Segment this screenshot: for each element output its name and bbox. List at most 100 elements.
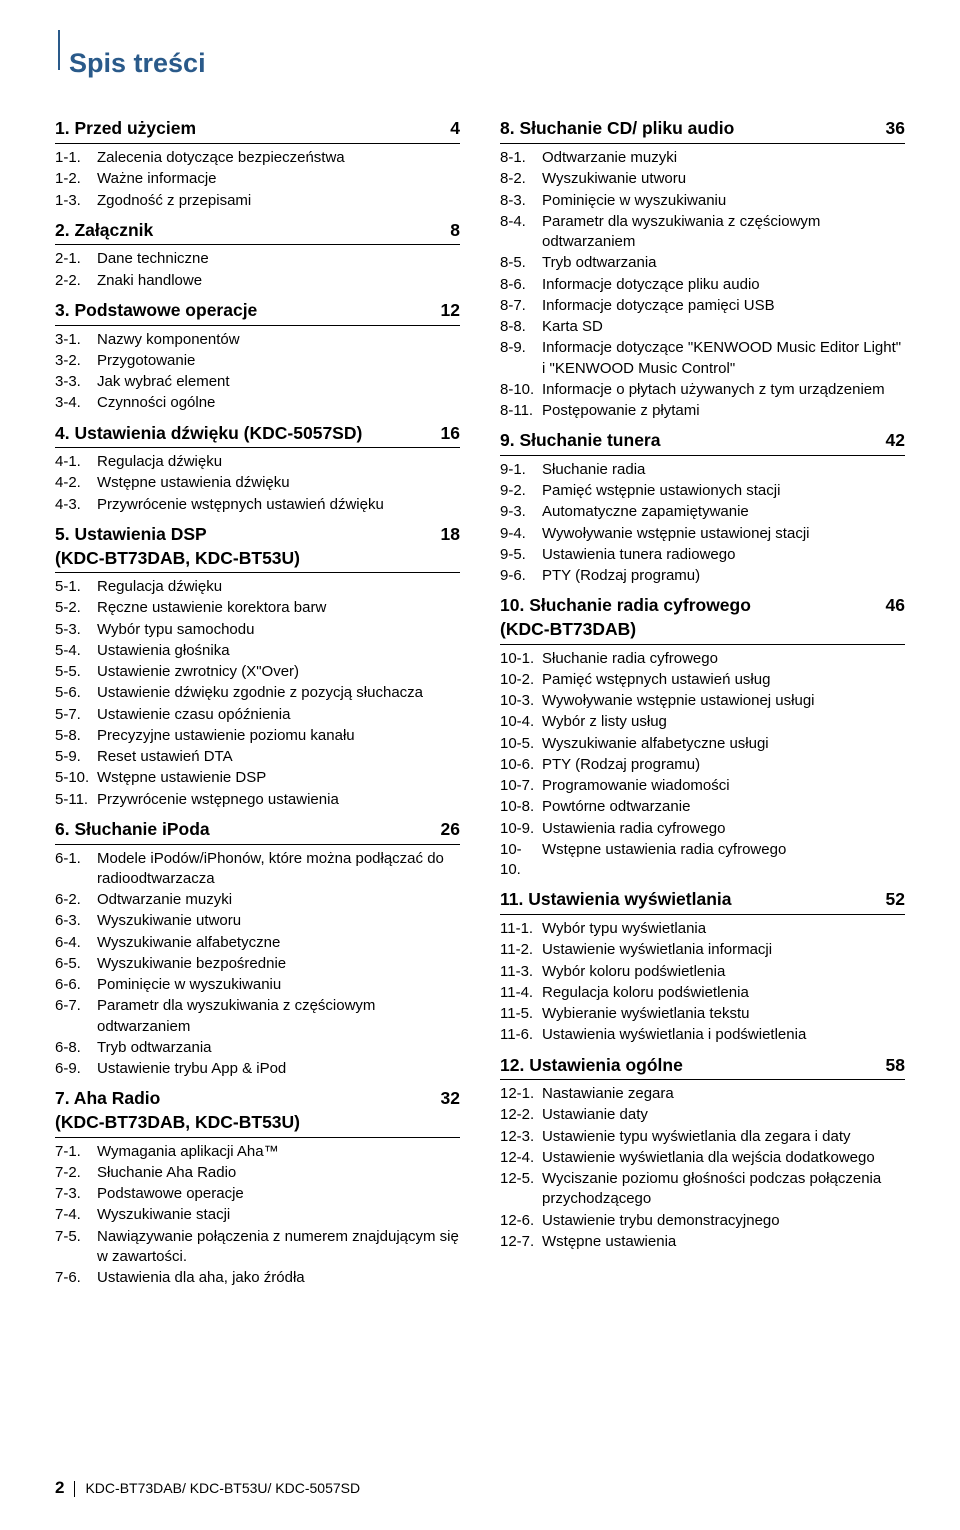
toc-item[interactable]: 8-10.Informacje o płytach używanych z ty… bbox=[500, 380, 905, 400]
toc-item[interactable]: 5-5.Ustawienie zwrotnicy (X"Over) bbox=[55, 662, 460, 682]
toc-item[interactable]: 2-1.Dane techniczne bbox=[55, 249, 460, 269]
toc-item[interactable]: 5-11.Przywrócenie wstępnego ustawienia bbox=[55, 790, 460, 810]
item-number: 6-6. bbox=[55, 975, 97, 995]
toc-item[interactable]: 11-5.Wybieranie wyświetlania tekstu bbox=[500, 1004, 905, 1024]
toc-item[interactable]: 8-11.Postępowanie z płytami bbox=[500, 401, 905, 421]
toc-item[interactable]: 10-2.Pamięć wstępnych ustawień usług bbox=[500, 670, 905, 690]
toc-item[interactable]: 5-10.Wstępne ustawienie DSP bbox=[55, 768, 460, 788]
toc-item[interactable]: 11-1.Wybór typu wyświetlania bbox=[500, 919, 905, 939]
toc-item[interactable]: 3-2.Przygotowanie bbox=[55, 351, 460, 371]
section-heading[interactable]: 12. Ustawienia ogólne58 bbox=[500, 1054, 905, 1081]
section-heading[interactable]: 9. Słuchanie tunera42 bbox=[500, 429, 905, 456]
toc-item[interactable]: 7-2.Słuchanie Aha Radio bbox=[55, 1163, 460, 1183]
toc-item[interactable]: 4-3.Przywrócenie wstępnych ustawień dźwi… bbox=[55, 495, 460, 515]
toc-item[interactable]: 6-8.Tryb odtwarzania bbox=[55, 1038, 460, 1058]
toc-item[interactable]: 1-1.Zalecenia dotyczące bezpieczeństwa bbox=[55, 148, 460, 168]
toc-section: 7. Aha Radio(KDC-BT73DAB, KDC-BT53U)32 7-… bbox=[55, 1087, 460, 1288]
toc-item[interactable]: 8-6.Informacje dotyczące pliku audio bbox=[500, 275, 905, 295]
toc-item[interactable]: 1-2.Ważne informacje bbox=[55, 169, 460, 189]
toc-item[interactable]: 6-6.Pominięcie w wyszukiwaniu bbox=[55, 975, 460, 995]
toc-item[interactable]: 6-2.Odtwarzanie muzyki bbox=[55, 890, 460, 910]
toc-item[interactable]: 3-4.Czynności ogólne bbox=[55, 393, 460, 413]
toc-item[interactable]: 5-1.Regulacja dźwięku bbox=[55, 577, 460, 597]
toc-item[interactable]: 5-6.Ustawienie dźwięku zgodnie z pozycją… bbox=[55, 683, 460, 703]
section-title: 4. Ustawienia dźwięku (KDC-5057SD) bbox=[55, 422, 362, 446]
section-heading[interactable]: 10. Słuchanie radia cyfrowego(KDC-BT73DA… bbox=[500, 594, 905, 644]
item-number: 8-10. bbox=[500, 380, 542, 400]
toc-item[interactable]: 10-8.Powtórne odtwarzanie bbox=[500, 797, 905, 817]
toc-item[interactable]: 7-4.Wyszukiwanie stacji bbox=[55, 1205, 460, 1225]
item-text: Informacje dotyczące "KENWOOD Music Edit… bbox=[542, 338, 905, 379]
toc-item[interactable]: 12-5.Wyciszanie poziomu głośności podcza… bbox=[500, 1169, 905, 1210]
toc-item[interactable]: 11-6.Ustawienia wyświetlania i podświetl… bbox=[500, 1025, 905, 1045]
toc-item[interactable]: 10-10.Wstępne ustawienia radia cyfrowego bbox=[500, 840, 905, 881]
section-heading[interactable]: 2. Załącznik8 bbox=[55, 219, 460, 246]
item-number: 9-3. bbox=[500, 502, 542, 522]
toc-item[interactable]: 10-4.Wybór z listy usług bbox=[500, 712, 905, 732]
toc-item[interactable]: 8-1.Odtwarzanie muzyki bbox=[500, 148, 905, 168]
toc-item[interactable]: 12-1.Nastawianie zegara bbox=[500, 1084, 905, 1104]
toc-item[interactable]: 7-5.Nawiązywanie połączenia z numerem zn… bbox=[55, 1227, 460, 1268]
toc-item[interactable]: 6-4.Wyszukiwanie alfabetyczne bbox=[55, 933, 460, 953]
toc-item[interactable]: 10-9.Ustawienia radia cyfrowego bbox=[500, 819, 905, 839]
toc-item[interactable]: 7-1.Wymagania aplikacji Aha™ bbox=[55, 1142, 460, 1162]
toc-item[interactable]: 8-8.Karta SD bbox=[500, 317, 905, 337]
toc-item[interactable]: 5-8.Precyzyjne ustawienie poziomu kanału bbox=[55, 726, 460, 746]
toc-item[interactable]: 10-7.Programowanie wiadomości bbox=[500, 776, 905, 796]
toc-item[interactable]: 6-3.Wyszukiwanie utworu bbox=[55, 911, 460, 931]
item-text: Wstępne ustawienia radia cyfrowego bbox=[542, 840, 905, 860]
toc-item[interactable]: 6-5.Wyszukiwanie bezpośrednie bbox=[55, 954, 460, 974]
toc-item[interactable]: 8-2.Wyszukiwanie utworu bbox=[500, 169, 905, 189]
toc-item[interactable]: 12-3.Ustawienie typu wyświetlania dla ze… bbox=[500, 1127, 905, 1147]
toc-item[interactable]: 9-2.Pamięć wstępnie ustawionych stacji bbox=[500, 481, 905, 501]
section-heading[interactable]: 11. Ustawienia wyświetlania52 bbox=[500, 888, 905, 915]
toc-item[interactable]: 3-1.Nazwy komponentów bbox=[55, 330, 460, 350]
toc-item[interactable]: 9-5.Ustawienia tunera radiowego bbox=[500, 545, 905, 565]
item-number: 7-1. bbox=[55, 1142, 97, 1162]
toc-item[interactable]: 12-7.Wstępne ustawienia bbox=[500, 1232, 905, 1252]
toc-item[interactable]: 5-3.Wybór typu samochodu bbox=[55, 620, 460, 640]
toc-item[interactable]: 9-1.Słuchanie radia bbox=[500, 460, 905, 480]
toc-item[interactable]: 4-2.Wstępne ustawienia dźwięku bbox=[55, 473, 460, 493]
toc-item[interactable]: 12-2.Ustawianie daty bbox=[500, 1105, 905, 1125]
toc-item[interactable]: 8-7.Informacje dotyczące pamięci USB bbox=[500, 296, 905, 316]
toc-item[interactable]: 6-1.Modele iPodów/iPhonów, które można p… bbox=[55, 849, 460, 890]
toc-item[interactable]: 10-5.Wyszukiwanie alfabetyczne usługi bbox=[500, 734, 905, 754]
section-heading[interactable]: 3. Podstawowe operacje12 bbox=[55, 299, 460, 326]
toc-item[interactable]: 8-4.Parametr dla wyszukiwania z częściow… bbox=[500, 212, 905, 253]
toc-item[interactable]: 6-7.Parametr dla wyszukiwania z częściow… bbox=[55, 996, 460, 1037]
toc-item[interactable]: 9-3.Automatyczne zapamiętywanie bbox=[500, 502, 905, 522]
toc-item[interactable]: 11-4.Regulacja koloru podświetlenia bbox=[500, 983, 905, 1003]
toc-item[interactable]: 7-3.Podstawowe operacje bbox=[55, 1184, 460, 1204]
toc-item[interactable]: 5-4.Ustawienia głośnika bbox=[55, 641, 460, 661]
item-text: Karta SD bbox=[542, 317, 905, 337]
toc-item[interactable]: 11-2.Ustawienie wyświetlania informacji bbox=[500, 940, 905, 960]
toc-item[interactable]: 9-4.Wywoływanie wstępnie ustawionej stac… bbox=[500, 524, 905, 544]
toc-item[interactable]: 4-1.Regulacja dźwięku bbox=[55, 452, 460, 472]
toc-item[interactable]: 10-3.Wywoływanie wstępnie ustawionej usł… bbox=[500, 691, 905, 711]
toc-item[interactable]: 1-3.Zgodność z przepisami bbox=[55, 191, 460, 211]
toc-item[interactable]: 12-4.Ustawienie wyświetlania dla wejścia… bbox=[500, 1148, 905, 1168]
section-heading[interactable]: 7. Aha Radio(KDC-BT73DAB, KDC-BT53U)32 bbox=[55, 1087, 460, 1137]
toc-item[interactable]: 11-3.Wybór koloru podświetlenia bbox=[500, 962, 905, 982]
section-heading[interactable]: 6. Słuchanie iPoda26 bbox=[55, 818, 460, 845]
item-number: 3-4. bbox=[55, 393, 97, 413]
toc-item[interactable]: 9-6.PTY (Rodzaj programu) bbox=[500, 566, 905, 586]
toc-item[interactable]: 6-9.Ustawienie trybu App & iPod bbox=[55, 1059, 460, 1079]
toc-item[interactable]: 7-6.Ustawienia dla aha, jako źródła bbox=[55, 1268, 460, 1288]
section-heading[interactable]: 1. Przed użyciem4 bbox=[55, 117, 460, 144]
toc-item[interactable]: 2-2.Znaki handlowe bbox=[55, 271, 460, 291]
toc-item[interactable]: 10-6.PTY (Rodzaj programu) bbox=[500, 755, 905, 775]
toc-item[interactable]: 5-7.Ustawienie czasu opóźnienia bbox=[55, 705, 460, 725]
toc-item[interactable]: 5-2.Ręczne ustawienie korektora barw bbox=[55, 598, 460, 618]
toc-item[interactable]: 3-3.Jak wybrać element bbox=[55, 372, 460, 392]
section-heading[interactable]: 8. Słuchanie CD/ pliku audio36 bbox=[500, 117, 905, 144]
section-heading[interactable]: 4. Ustawienia dźwięku (KDC-5057SD)16 bbox=[55, 422, 460, 449]
toc-item[interactable]: 10-1.Słuchanie radia cyfrowego bbox=[500, 649, 905, 669]
toc-item[interactable]: 8-5.Tryb odtwarzania bbox=[500, 253, 905, 273]
toc-item[interactable]: 5-9.Reset ustawień DTA bbox=[55, 747, 460, 767]
section-heading[interactable]: 5. Ustawienia DSP(KDC-BT73DAB, KDC-BT53U… bbox=[55, 523, 460, 573]
toc-item[interactable]: 8-9.Informacje dotyczące "KENWOOD Music … bbox=[500, 338, 905, 379]
toc-item[interactable]: 12-6.Ustawienie trybu demonstracyjnego bbox=[500, 1211, 905, 1231]
toc-item[interactable]: 8-3.Pominięcie w wyszukiwaniu bbox=[500, 191, 905, 211]
